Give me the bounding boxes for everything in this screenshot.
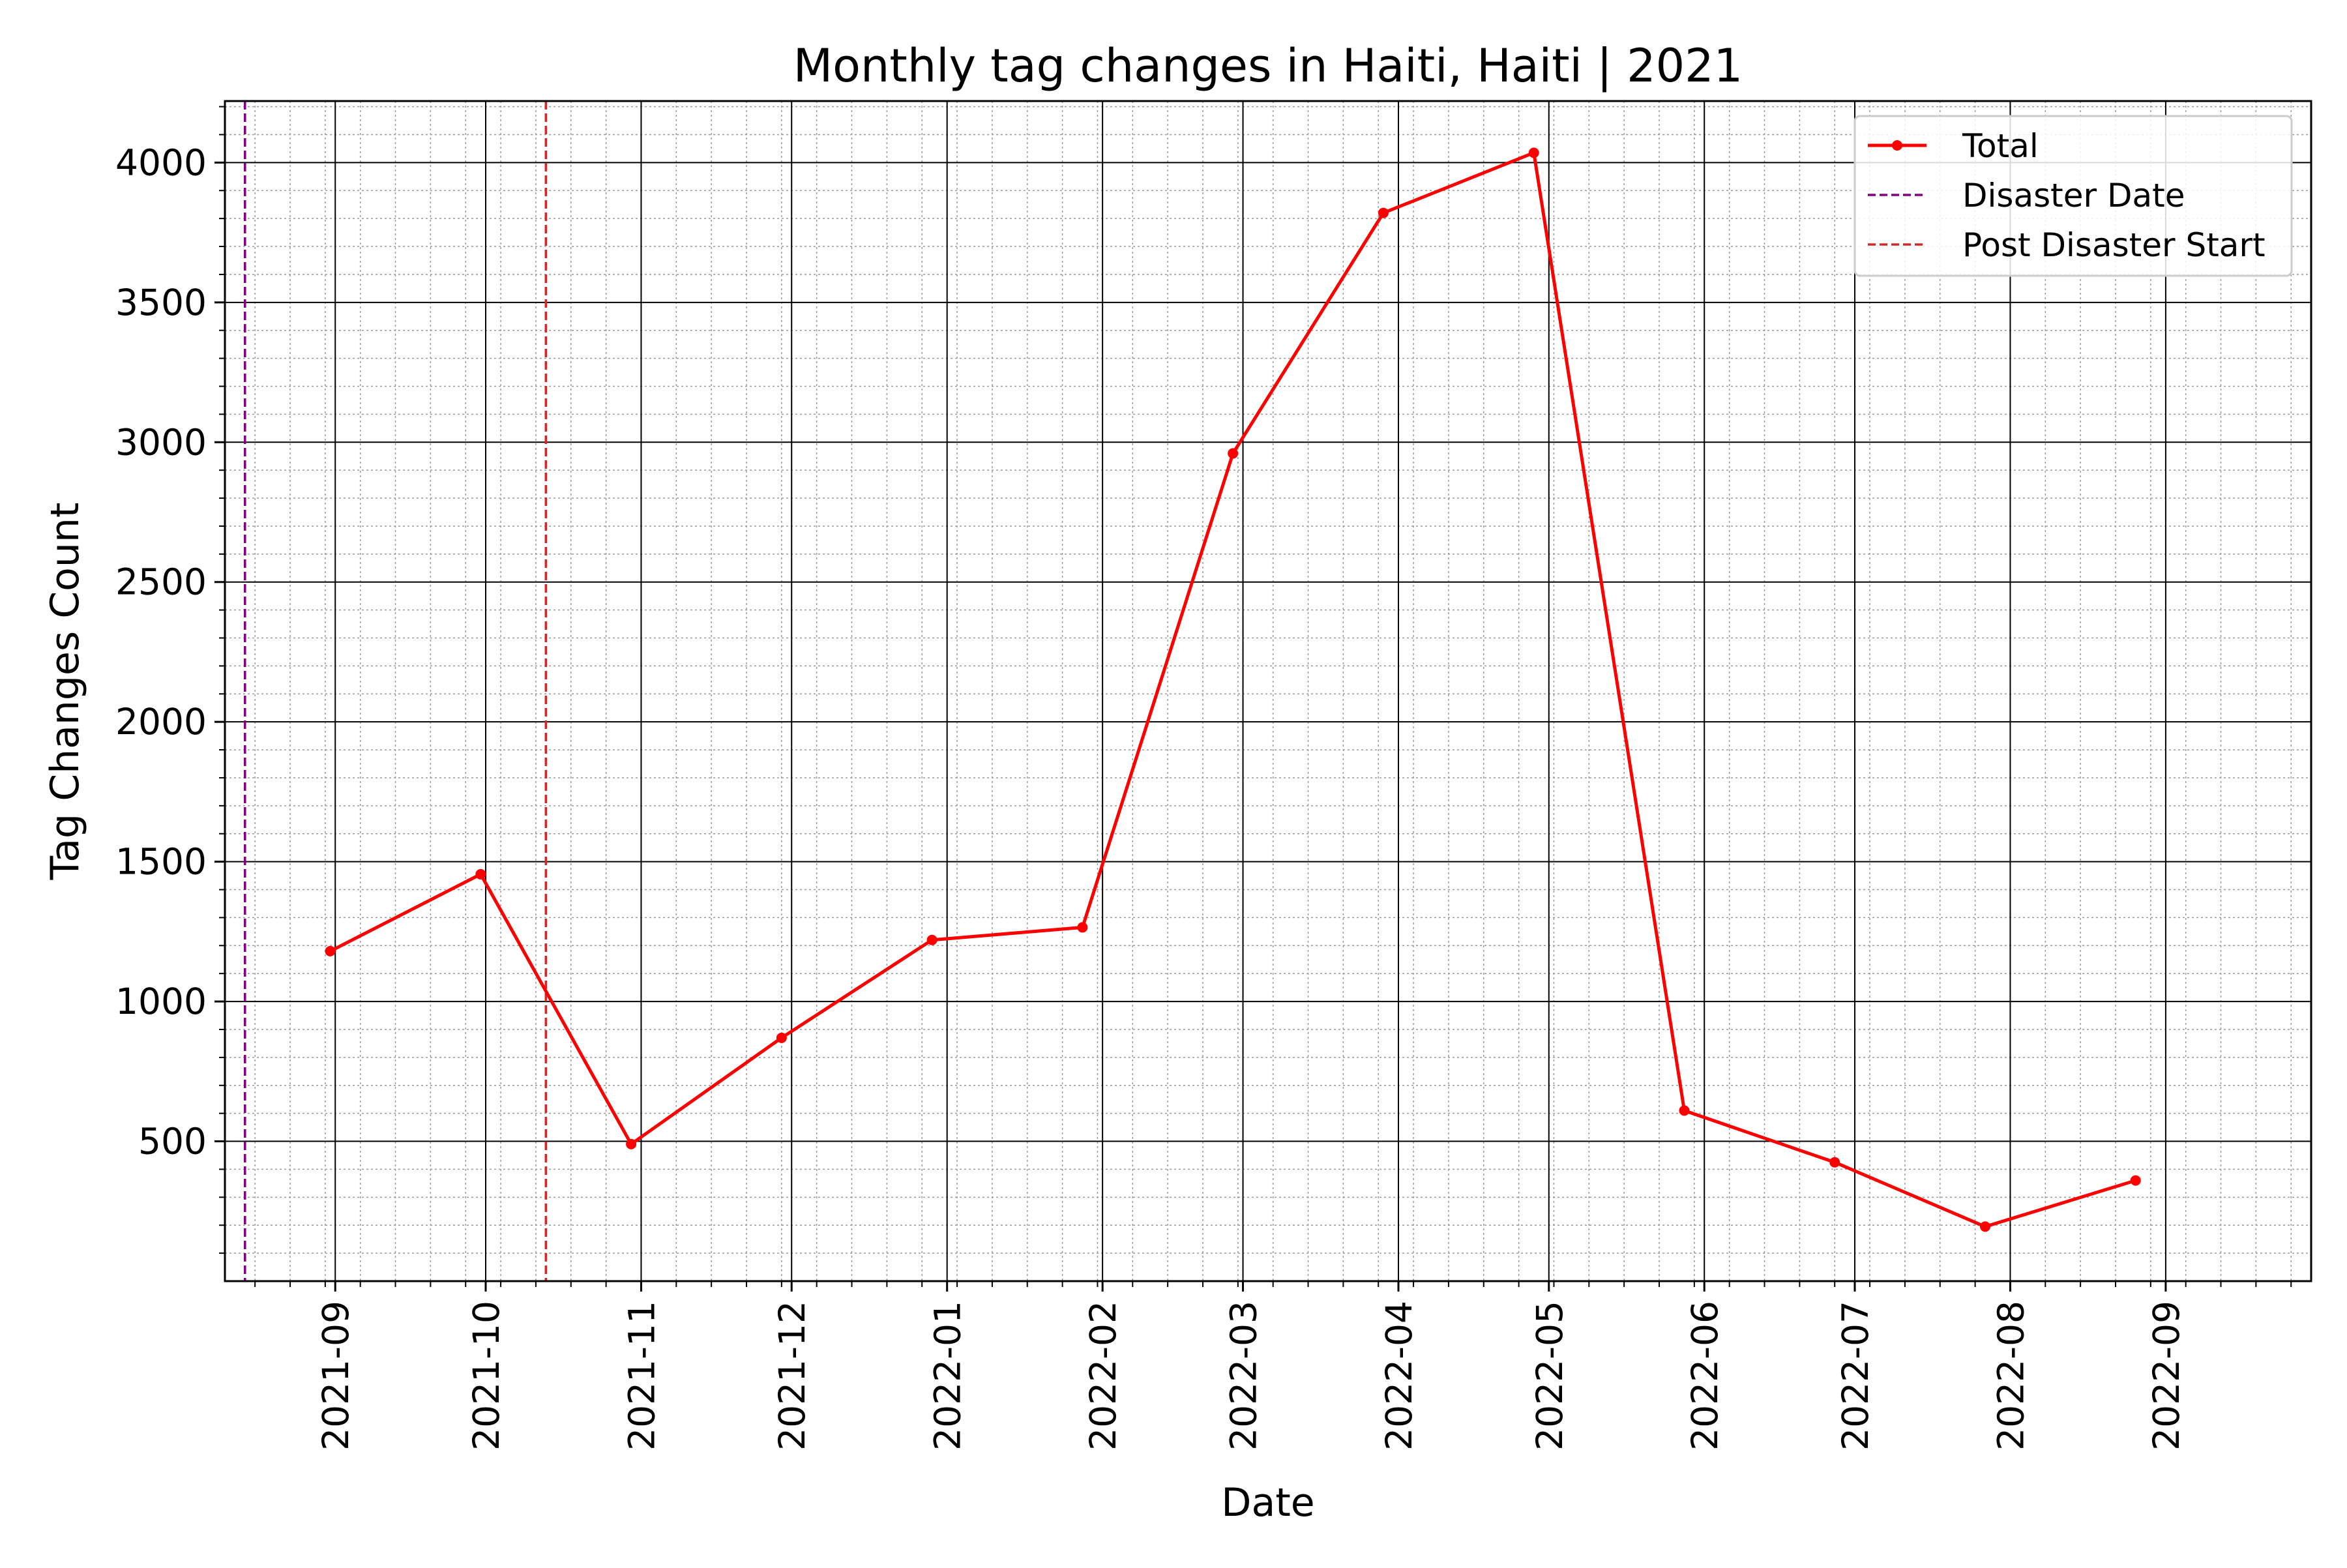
legend: Total Disaster Date Post Disaster Start (1853, 115, 2293, 277)
x-tick-label: 2022-05 (1529, 1301, 1571, 1451)
data-point (1679, 1105, 1690, 1116)
data-point (1378, 207, 1389, 218)
x-tick-label: 2021-10 (465, 1301, 507, 1451)
data-point (1228, 448, 1239, 459)
x-tick-label: 2021-12 (771, 1301, 813, 1451)
x-tick-label: 2021-11 (621, 1301, 662, 1451)
major-grid (225, 101, 2311, 1281)
x-tick-label: 2022-08 (1990, 1301, 2031, 1451)
minor-grid (225, 101, 2311, 1281)
data-point (1980, 1221, 1990, 1232)
y-tick-label: 3000 (115, 421, 207, 463)
series-line (329, 151, 2136, 1228)
x-tick-label: 2022-06 (1684, 1301, 1726, 1451)
y-tick-label: 1000 (115, 981, 207, 1022)
y-tick-label: 1500 (115, 841, 207, 883)
y-tick-label: 2500 (115, 561, 207, 603)
x-tick-label: 2021-09 (315, 1301, 357, 1451)
y-axis-label: Tag Changes Count (42, 503, 88, 881)
legend-label: Post Disaster Start (1962, 226, 2266, 264)
x-tick-label: 2022-02 (1082, 1301, 1124, 1451)
data-point (1077, 922, 1088, 933)
x-tick-label: 2022-07 (1835, 1301, 1876, 1451)
ticks (214, 106, 2292, 1292)
series-layer (325, 147, 2141, 1232)
x-tick-label: 2022-03 (1223, 1301, 1265, 1451)
data-point (1829, 1157, 1840, 1168)
y-tick-label: 2000 (115, 701, 207, 743)
plot-frame (224, 100, 2312, 1282)
data-point (1528, 147, 1539, 158)
data-point (776, 1032, 787, 1043)
y-tick-label: 4000 (115, 141, 207, 183)
legend-label: Disaster Date (1962, 177, 2185, 214)
x-tick-label: 2022-01 (927, 1301, 969, 1451)
tick-labels: 500 1000 1500 2000 2500 3000 3500 4000 2021-09 20… (115, 141, 2187, 1450)
data-point (626, 1138, 637, 1149)
legend-marker (1892, 140, 1902, 151)
legend-box (1853, 115, 2293, 277)
reference-lines (244, 101, 548, 1281)
y-tick-label: 500 (138, 1121, 207, 1162)
x-axis-label: Date (1221, 1480, 1314, 1526)
x-tick-label: 2022-04 (1378, 1301, 1420, 1451)
data-point (475, 868, 486, 880)
legend-label: Total (1962, 127, 2039, 165)
chart-title: Monthly tag changes in Haiti, Haiti | 20… (793, 39, 1743, 93)
data-point (325, 945, 336, 956)
y-tick-label: 3500 (115, 282, 207, 323)
data-point (2130, 1175, 2141, 1186)
data-point (926, 934, 937, 945)
x-tick-label: 2022-09 (2146, 1301, 2187, 1451)
legend-entries: Total Disaster Date Post Disaster Start (1868, 127, 2266, 264)
